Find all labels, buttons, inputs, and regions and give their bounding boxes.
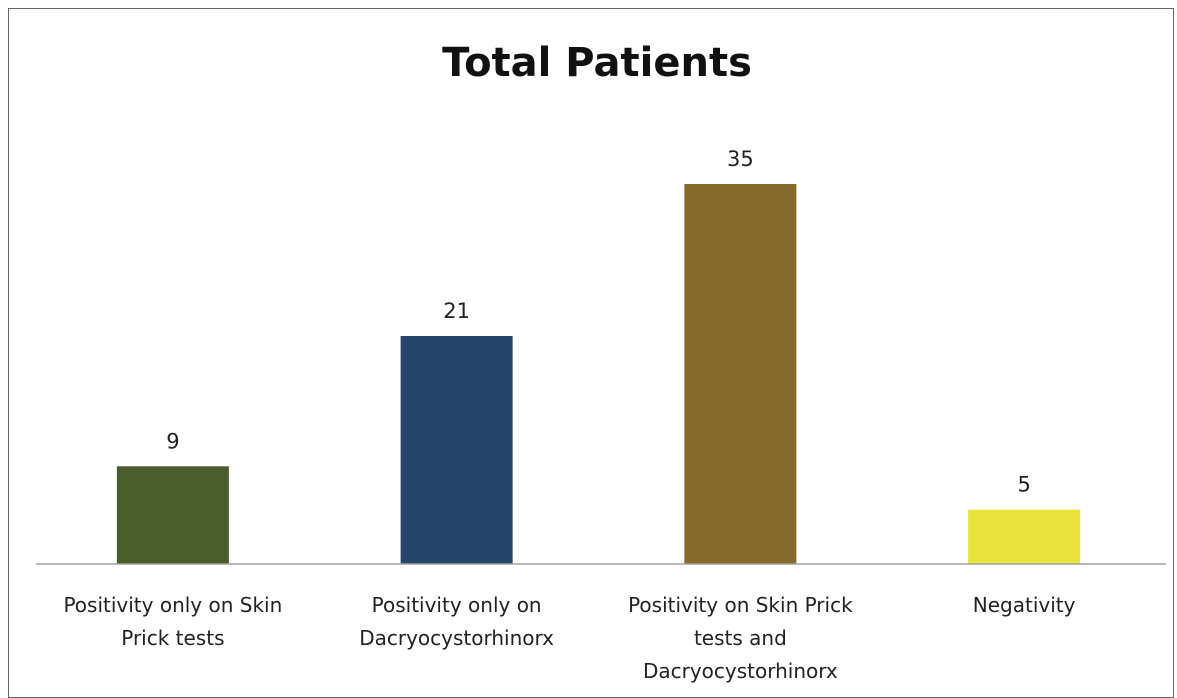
category-label-4: Negativity	[973, 593, 1076, 617]
chart-frame	[8, 8, 1174, 698]
category-label-line: tests and	[694, 626, 787, 650]
bar-4	[968, 509, 1081, 564]
data-label-2: 21	[443, 299, 470, 323]
category-label-line: Prick tests	[121, 626, 224, 650]
labels-layer: 9 Positivity only on Skin Prick tests 21 Pos…	[63, 147, 1075, 683]
data-label-4: 5	[1017, 473, 1030, 497]
chart-title: Total Patients	[442, 40, 752, 86]
data-label-1: 9	[166, 429, 179, 453]
category-label-line: Positivity on Skin Prick	[628, 593, 853, 617]
data-label-3: 35	[727, 147, 754, 171]
category-label-line: Negativity	[973, 593, 1076, 617]
bars-layer	[116, 184, 1081, 564]
category-label-3: Positivity on Skin Prick tests and Dacryoc…	[628, 593, 853, 683]
category-label-line: Dacryocystorhinorx	[359, 626, 554, 650]
category-label-line: Positivity only on	[372, 593, 542, 617]
category-label-1: Positivity only on Skin Prick tests	[63, 593, 282, 650]
category-label-line: Dacryocystorhinorx	[643, 659, 838, 683]
category-label-line: Positivity only on Skin	[63, 593, 282, 617]
bar-2	[400, 336, 513, 564]
bar-1	[116, 466, 229, 564]
bar-3	[684, 184, 797, 564]
category-label-2: Positivity only on Dacryocystorhinorx	[359, 593, 554, 650]
